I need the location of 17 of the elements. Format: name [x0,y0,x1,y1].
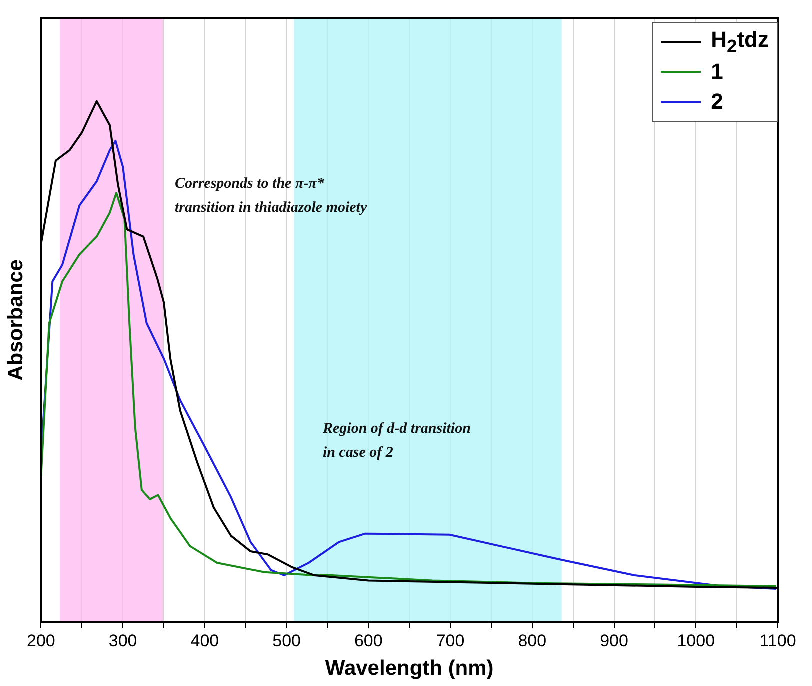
y-axis-title: Absorbance [4,260,28,381]
x-tick-label: 700 [436,631,465,650]
annotation: Corresponds to the π-π* transition in thiadiazole moiety [175,176,368,216]
x-tick-label: 600 [354,631,383,650]
x-axis-title: Wavelength (nm) [325,657,494,680]
x-tick-label: 800 [518,631,547,650]
x-tick-label: 500 [272,631,301,650]
x-tick-label: 200 [27,631,56,650]
legend-label: 2 [711,89,724,115]
x-tick-label: 300 [108,631,138,650]
x-tick-label: 1000 [677,631,716,650]
x-tick-label: 900 [600,631,628,650]
x-tick-label: 1100 [760,631,796,650]
legend-label: H$_{2}$tdz [711,26,769,58]
annotation: Region of d-d transition in case of 2 [322,421,471,461]
legend-label: 1 [711,59,724,85]
x-tick-label: 400 [190,631,220,650]
